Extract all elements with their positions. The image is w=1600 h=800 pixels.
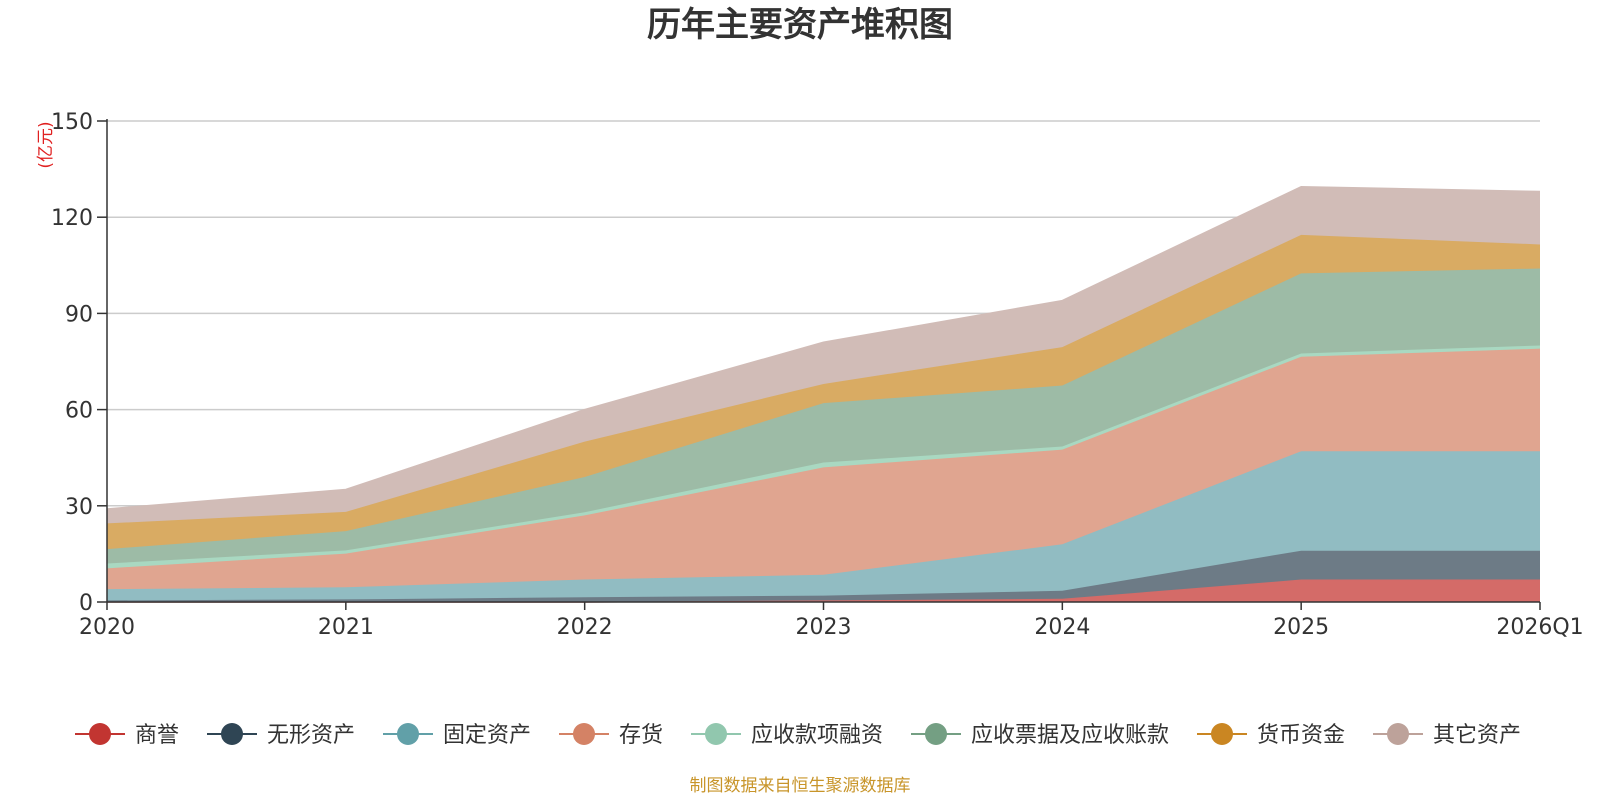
legend-label: 固定资产 — [443, 723, 531, 748]
y-axis-unit-label: (亿元) — [36, 121, 56, 168]
y-tick-label: 120 — [51, 206, 93, 231]
y-axis-ticks: 0 30 60 90 120 150 — [51, 110, 107, 616]
legend-item-应收票据及应收账款[interactable]: 应收票据及应收账款 — [911, 723, 1169, 748]
y-tick-label: 60 — [65, 399, 93, 424]
area-series-商誉 — [107, 579, 1540, 602]
legend: 商誉 无形资产 固定资产 存货 应收款项融资 应收票据及应收账款 货币资金 其它资产 — [75, 723, 1521, 748]
legend-marker-icon — [1387, 723, 1409, 745]
x-tick-label: 2022 — [557, 615, 613, 640]
legend-label: 其它资产 — [1433, 723, 1521, 748]
legend-item-无形资产[interactable]: 无形资产 — [207, 723, 355, 748]
y-tick-label: 0 — [79, 591, 93, 616]
legend-label: 无形资产 — [267, 723, 355, 748]
legend-label: 应收票据及应收账款 — [971, 723, 1169, 748]
area-series-group — [106, 185, 1541, 603]
y-tick-label: 90 — [65, 302, 93, 327]
legend-label: 货币资金 — [1257, 723, 1345, 748]
area-line-其它资产 — [106, 185, 1541, 510]
area-line-应收票据及应收账款 — [106, 267, 1541, 550]
legend-marker-icon — [89, 723, 111, 745]
x-tick-label: 2024 — [1034, 615, 1090, 640]
legend-label: 应收款项融资 — [751, 723, 883, 748]
legend-marker-icon — [1211, 723, 1233, 745]
area-series-其它资产 — [107, 186, 1540, 524]
legend-marker-icon — [573, 723, 595, 745]
y-tick-label: 30 — [65, 495, 93, 520]
legend-label: 存货 — [619, 723, 663, 748]
x-tick-label: 2021 — [318, 615, 374, 640]
x-tick-label: 2026Q1 — [1496, 615, 1583, 640]
area-series-应收票据及应收账款 — [107, 268, 1540, 564]
legend-marker-icon — [221, 723, 243, 745]
area-series-无形资产 — [107, 550, 1540, 602]
legend-item-固定资产[interactable]: 固定资产 — [383, 723, 531, 748]
y-tick-label: 150 — [51, 110, 93, 135]
legend-marker-icon — [925, 723, 947, 745]
area-line-货币资金 — [106, 234, 1541, 525]
area-series-存货 — [107, 348, 1540, 590]
legend-label: 商誉 — [135, 723, 179, 748]
legend-item-其它资产[interactable]: 其它资产 — [1373, 723, 1521, 748]
legend-marker-icon — [397, 723, 419, 745]
chart-title: 历年主要资产堆积图 — [647, 5, 953, 45]
area-series-应收款项融资 — [107, 345, 1540, 569]
area-series-固定资产 — [107, 451, 1540, 601]
source-note: 制图数据来自恒生聚源数据库 — [690, 776, 911, 796]
x-axis-ticks: 2020 2021 2022 2023 2024 2025 2026Q1 — [79, 602, 1584, 640]
area-series-货币资金 — [107, 234, 1540, 550]
legend-item-货币资金[interactable]: 货币资金 — [1197, 723, 1345, 748]
x-tick-label: 2020 — [79, 615, 135, 640]
legend-item-存货[interactable]: 存货 — [559, 723, 663, 748]
x-tick-label: 2023 — [796, 615, 852, 640]
legend-item-应收款项融资[interactable]: 应收款项融资 — [691, 723, 883, 748]
x-tick-label: 2025 — [1273, 615, 1329, 640]
legend-marker-icon — [705, 723, 727, 745]
legend-item-商誉[interactable]: 商誉 — [75, 723, 179, 748]
